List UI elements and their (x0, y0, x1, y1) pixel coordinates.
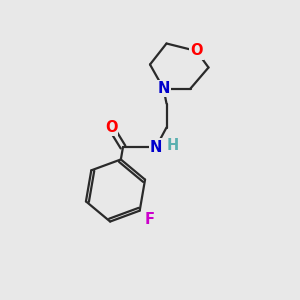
Text: H: H (167, 138, 178, 153)
Text: F: F (145, 212, 155, 227)
Text: N: N (157, 81, 170, 96)
Text: O: O (105, 120, 117, 135)
Text: O: O (190, 44, 203, 59)
Text: N: N (150, 140, 162, 154)
